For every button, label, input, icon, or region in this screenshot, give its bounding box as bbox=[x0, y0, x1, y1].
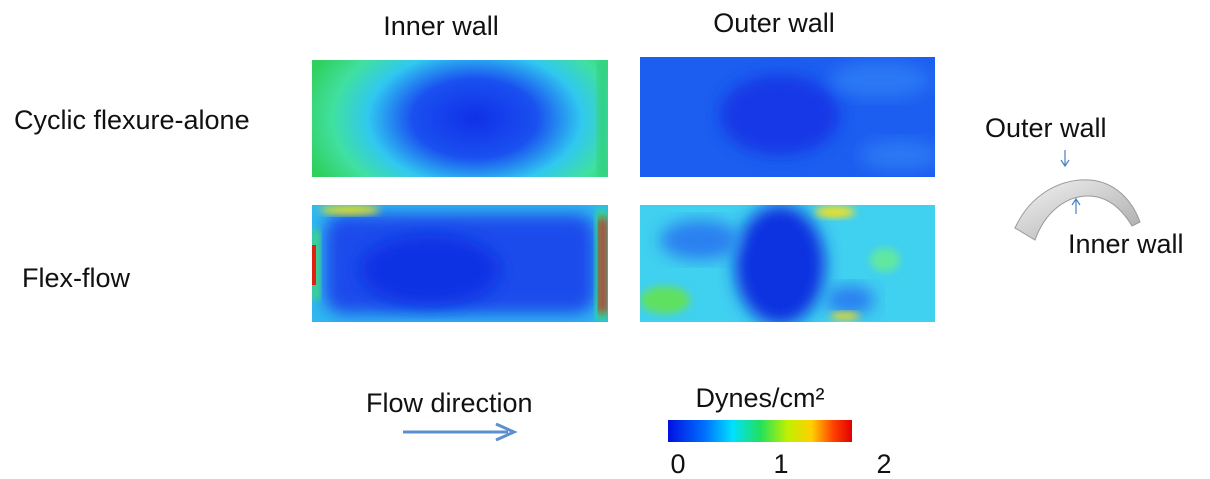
flow-arrow bbox=[403, 422, 518, 442]
colorbar-tick-label: 2 bbox=[876, 449, 891, 479]
colorbar bbox=[668, 420, 852, 442]
colorbar-tick-label: 0 bbox=[670, 449, 685, 479]
column-label: Inner wall bbox=[383, 11, 499, 41]
colorbar-tick-label: 1 bbox=[773, 449, 788, 479]
colorbar-label: Dynes/cm² bbox=[695, 383, 824, 413]
colorbar-ticks: 0 1 2 bbox=[670, 449, 891, 479]
inset-label: Inner wall bbox=[1068, 229, 1184, 259]
row-label: Cyclic flexure-alone bbox=[14, 105, 250, 135]
row-label: Flex-flow bbox=[22, 263, 131, 293]
heatmap bbox=[312, 205, 608, 322]
column-label: Outer wall bbox=[713, 8, 835, 38]
flow-label: Flow direction bbox=[366, 388, 533, 418]
heatmap bbox=[312, 60, 608, 177]
heatmap bbox=[640, 205, 935, 322]
vessel-icon bbox=[1014, 150, 1141, 241]
heatmap bbox=[640, 57, 935, 177]
inset-label: Outer wall bbox=[985, 113, 1107, 143]
